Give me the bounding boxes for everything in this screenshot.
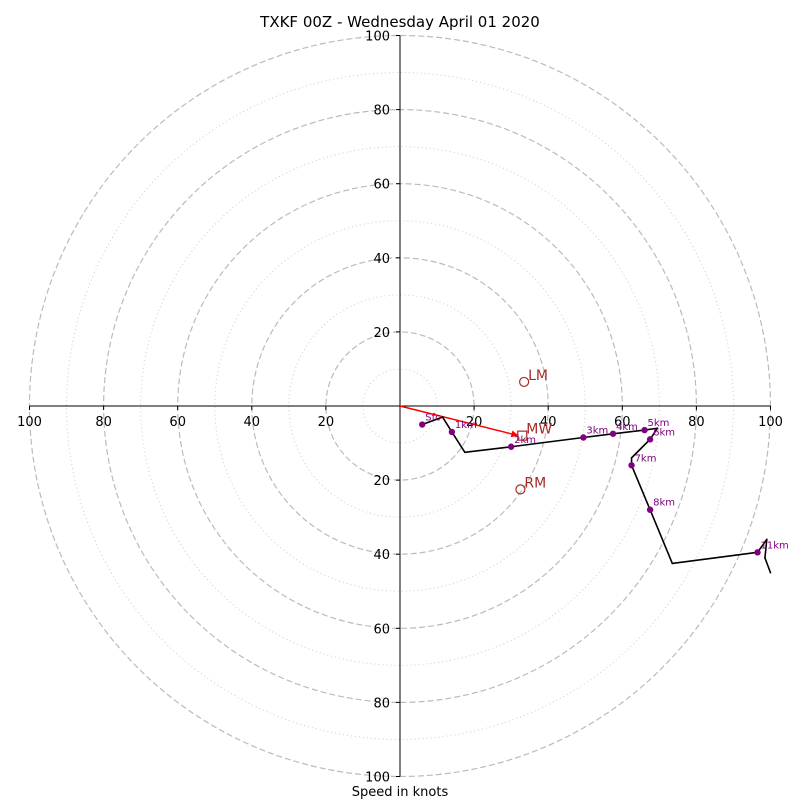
y-tick-label: 40: [373, 252, 390, 267]
hodograph-segment: [764, 538, 768, 559]
y-tick-label: 20: [373, 474, 390, 489]
x-tick-label: 100: [17, 415, 42, 430]
y-tick-label: 80: [373, 104, 390, 119]
storm-motion-label: MW: [526, 422, 552, 438]
chart-title: TXKF 00Z - Wednesday April 01 2020: [259, 13, 540, 31]
y-tick-label: 60: [373, 178, 390, 193]
hodograph-trace-group: [421, 416, 772, 574]
vector-arrowhead: [510, 430, 519, 438]
hodograph-segment: [764, 557, 772, 574]
tick-labels: 100 80 60 40 20 20 40 60 80 100100806040202040608…: [17, 30, 783, 786]
y-tick-label: 20: [373, 326, 390, 341]
storm-motion-label: RM: [524, 475, 546, 491]
vector-shaft: [399, 405, 519, 437]
x-tick-label: 100: [758, 415, 783, 430]
x-tick-label: 80: [95, 415, 112, 430]
hodograph-segment: [510, 436, 585, 448]
level-point: [448, 428, 456, 436]
level-point: [646, 506, 654, 513]
hodograph-segment: [649, 508, 674, 565]
y-tick-label: 60: [373, 622, 390, 637]
x-tick-label: 60: [614, 415, 631, 430]
storm-motion-marker: [519, 376, 530, 388]
level-label: 8km: [653, 498, 675, 509]
hodograph-segment: [451, 431, 466, 454]
level-point: [641, 426, 648, 434]
level-point: [419, 421, 426, 428]
level-label: 7km: [635, 453, 657, 464]
hodograph-segment: [630, 464, 651, 511]
hodograph-segment: [582, 432, 614, 439]
hodograph-segment: [612, 429, 646, 435]
level-point: [754, 549, 761, 556]
hodograph-segment: [671, 551, 759, 565]
x-tick-label: 60: [169, 415, 186, 430]
level-point: [628, 462, 635, 469]
level-label: 11km: [761, 540, 789, 551]
level-label: 6km: [653, 427, 675, 438]
x-tick-label: 80: [688, 415, 705, 430]
storm-motion-markers: LM MW RM: [515, 368, 552, 495]
y-tick-label: 80: [373, 696, 390, 711]
x-tick-label: 40: [540, 415, 557, 430]
storm-motion-label: LM: [528, 368, 548, 384]
mean-wind-vector: [399, 405, 519, 438]
hodograph-segment: [464, 445, 512, 454]
hodograph-segment: [421, 416, 444, 426]
storm-motion-marker: [517, 430, 528, 441]
y-tick-label: 40: [373, 548, 390, 563]
level-point: [507, 443, 515, 450]
hodograph-segment: [630, 438, 651, 459]
storm-motion-marker: [515, 484, 526, 495]
level-point: [609, 430, 617, 437]
x-tick-label: 40: [244, 415, 261, 430]
level-label: Sfc: [425, 413, 440, 424]
y-tick-label: 100: [365, 30, 390, 45]
y-tick-label: 100: [365, 771, 390, 786]
level-point: [646, 436, 654, 443]
level-label: 4km: [616, 422, 638, 433]
x-tick-label: 20: [318, 415, 335, 430]
level-label: 5km: [648, 418, 670, 429]
level-label: 3km: [586, 425, 608, 436]
level-label: 1km: [455, 420, 477, 431]
level-point: [580, 434, 587, 441]
x-axis-label: Speed in knots: [352, 785, 449, 800]
